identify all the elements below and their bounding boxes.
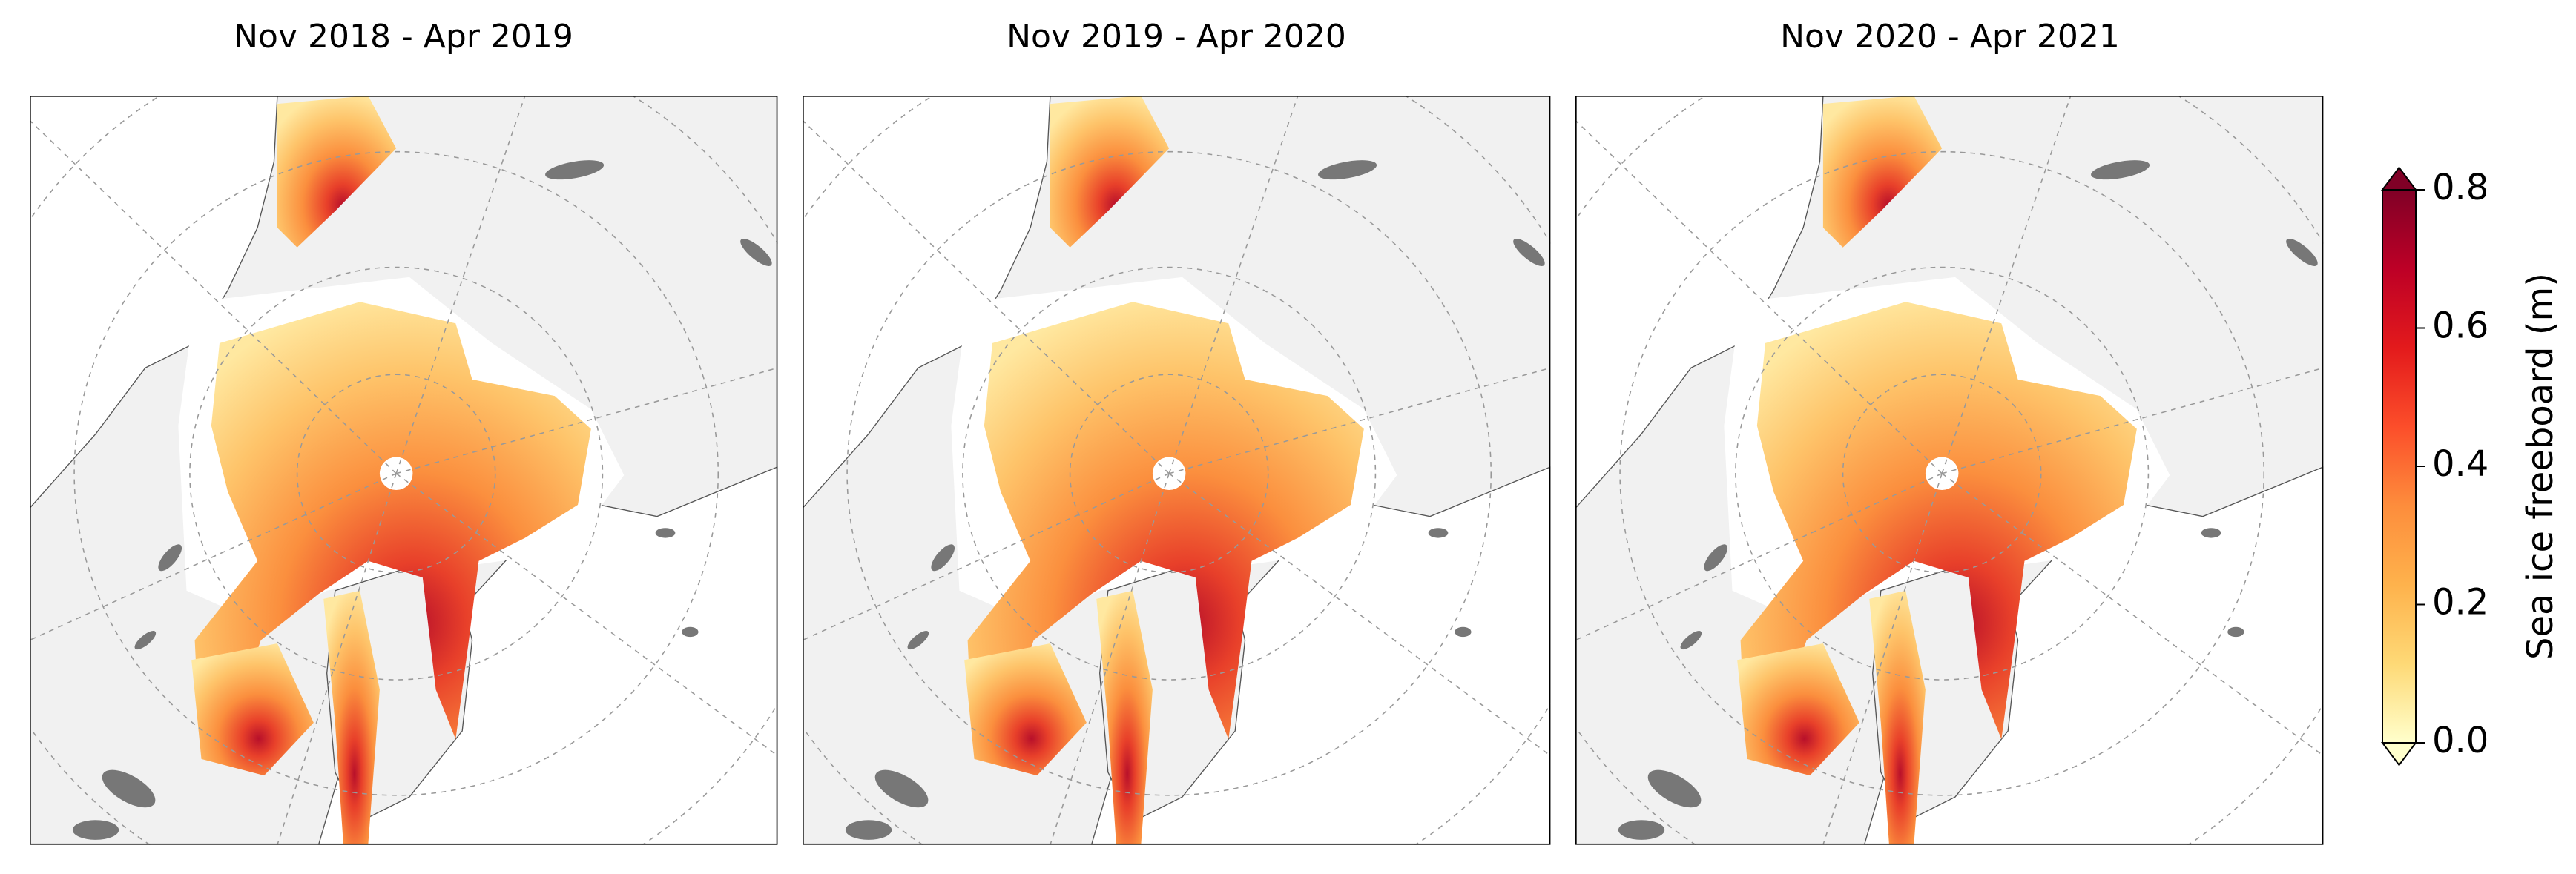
colorbar-tick-label: 0.0 [2432, 720, 2488, 761]
colorbar-label: Sea ice freeboard (m) [2520, 273, 2561, 660]
colorbar-extend [2381, 742, 2417, 767]
map-panel [1496, 28, 2388, 871]
colorbar-tick-label: 0.4 [2432, 443, 2488, 485]
colorbar-tick-label: 0.6 [2432, 305, 2488, 347]
panel-title: Nov 2018 - Apr 2019 [234, 18, 573, 56]
map-panel [723, 28, 1615, 871]
panel-title: Nov 2020 - Apr 2021 [1780, 18, 2120, 56]
colorbar-tick-label: 0.2 [2432, 582, 2488, 623]
colorbar: Sea ice freeboard (m) 0.0 0.2 0.4 0.6 0.8 [2381, 166, 2561, 767]
map-panel [0, 28, 842, 871]
colorbar-tick-label: 0.8 [2432, 167, 2488, 208]
panel-title: Nov 2019 - Apr 2020 [1007, 18, 1346, 56]
colorbar-extend [2381, 166, 2417, 191]
colorbar-bar [2382, 189, 2417, 744]
